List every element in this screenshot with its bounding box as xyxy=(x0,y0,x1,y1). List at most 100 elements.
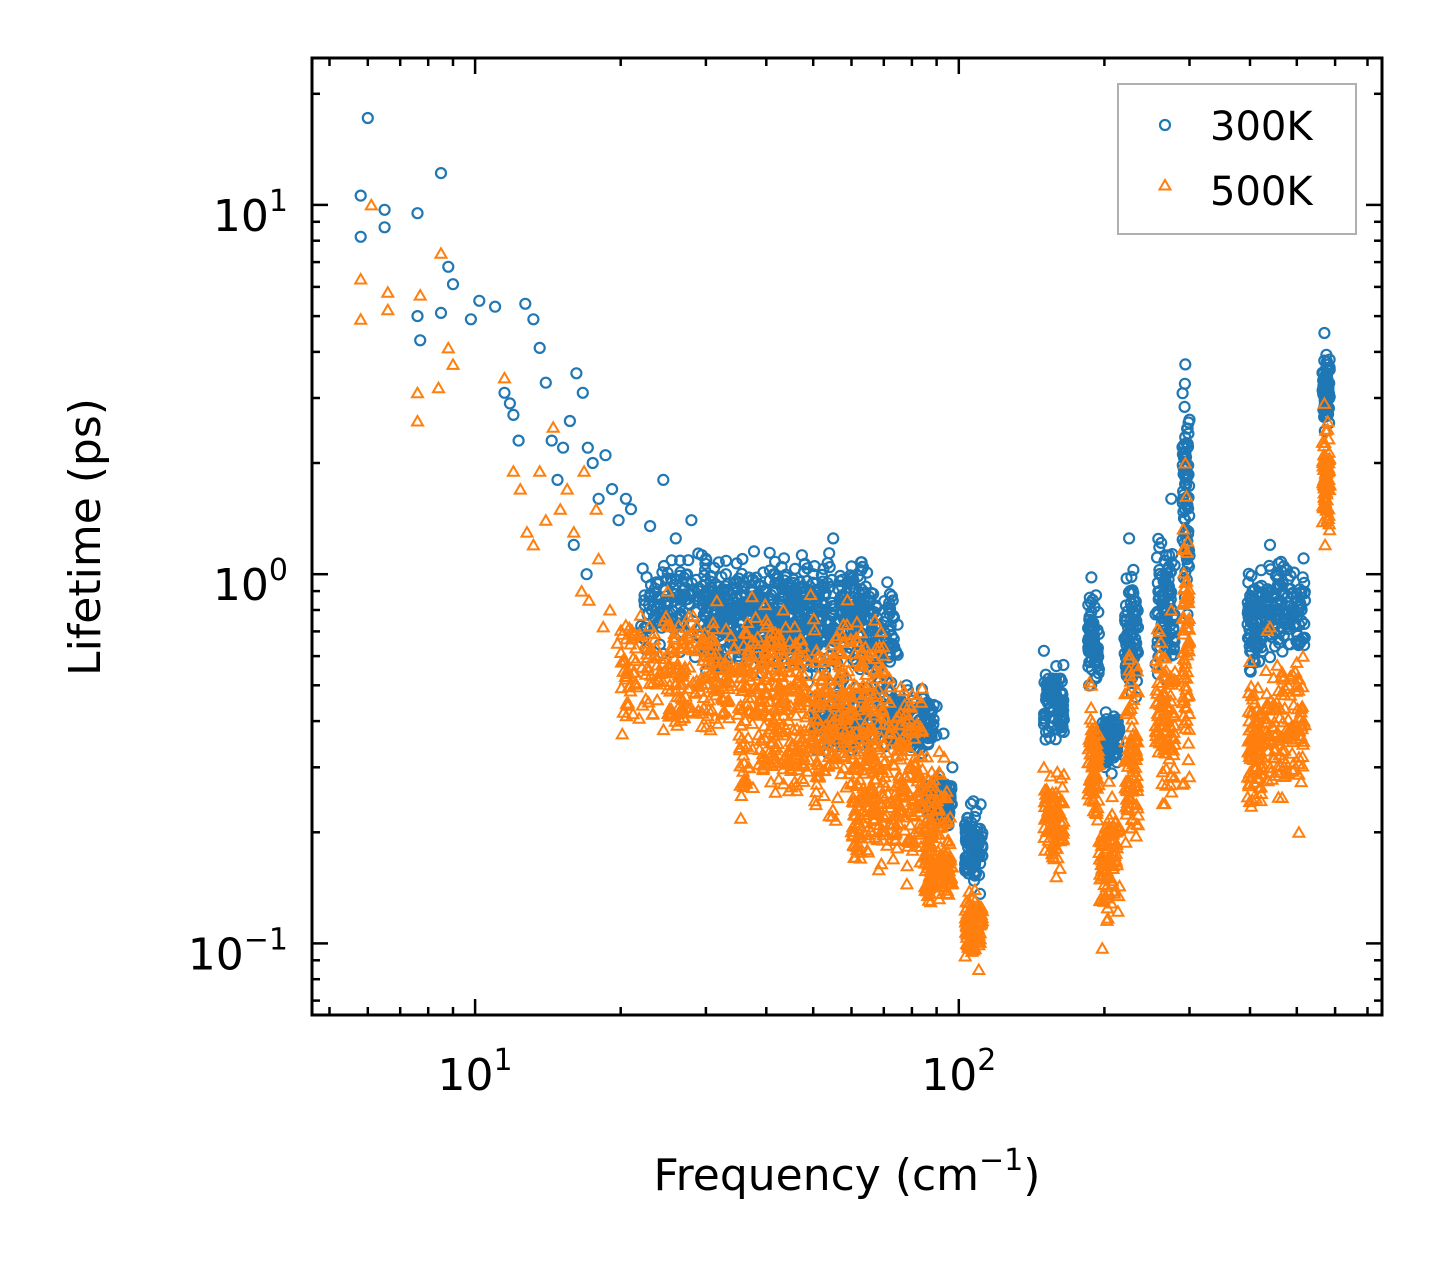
data-point xyxy=(895,788,911,801)
data-point xyxy=(967,849,980,862)
data-point xyxy=(792,601,805,614)
data-point xyxy=(1178,377,1192,390)
data-point xyxy=(645,706,661,720)
data-point xyxy=(874,704,890,718)
data-point xyxy=(1175,667,1190,680)
data-point xyxy=(883,726,899,739)
data-point xyxy=(640,640,655,653)
data-point xyxy=(802,741,817,754)
data-point xyxy=(411,207,424,220)
data-point xyxy=(758,685,773,698)
data-point xyxy=(1176,597,1191,610)
data-point xyxy=(827,713,842,726)
data-point xyxy=(847,715,863,729)
data-point xyxy=(863,781,879,794)
data-point xyxy=(680,568,694,581)
data-point xyxy=(497,370,512,384)
data-point xyxy=(576,464,592,477)
data-point xyxy=(1105,767,1118,780)
plot-frame xyxy=(310,56,1384,1017)
data-point xyxy=(752,707,767,720)
data-point xyxy=(807,568,820,581)
data-point xyxy=(1175,690,1191,703)
data-point xyxy=(1155,764,1170,778)
data-point xyxy=(699,552,713,566)
data-point xyxy=(914,681,930,694)
data-point xyxy=(538,513,554,526)
data-point xyxy=(1099,913,1115,926)
data-point xyxy=(1290,701,1305,715)
data-point xyxy=(768,625,783,639)
data-point xyxy=(834,716,849,729)
data-point xyxy=(1148,734,1164,747)
data-point xyxy=(740,646,756,659)
data-point xyxy=(871,742,886,755)
data-point xyxy=(651,673,666,687)
data-point xyxy=(808,797,824,811)
data-point xyxy=(875,827,891,841)
data-point xyxy=(1263,651,1277,664)
data-point xyxy=(1283,614,1297,627)
data-point xyxy=(1087,740,1102,753)
data-point xyxy=(723,628,739,642)
data-point xyxy=(726,641,742,655)
data-point xyxy=(635,698,650,711)
data-point xyxy=(740,642,756,656)
data-point xyxy=(770,736,786,749)
data-point xyxy=(894,776,910,790)
data-points xyxy=(353,111,1337,975)
data-point xyxy=(844,735,859,748)
data-point xyxy=(885,757,901,770)
data-point xyxy=(539,376,552,389)
data-point xyxy=(829,628,845,642)
data-point xyxy=(824,637,839,651)
data-point xyxy=(1125,626,1138,639)
data-point xyxy=(1043,731,1057,744)
data-point xyxy=(712,556,725,569)
data-point xyxy=(364,197,379,211)
data-point xyxy=(883,607,896,621)
data-point xyxy=(1165,492,1178,505)
data-point xyxy=(696,690,712,703)
data-point xyxy=(1054,816,1069,829)
data-point xyxy=(826,652,841,666)
data-point xyxy=(1276,670,1291,683)
data-point xyxy=(747,679,763,693)
data-point xyxy=(855,655,870,668)
data-point xyxy=(970,933,985,947)
data-point xyxy=(628,677,644,690)
data-point xyxy=(1164,720,1179,733)
data-point xyxy=(1250,713,1265,726)
data-point xyxy=(1275,621,1289,635)
data-point xyxy=(1044,790,1059,804)
data-point xyxy=(924,716,937,729)
data-point xyxy=(580,568,593,581)
data-point xyxy=(772,578,786,591)
data-point xyxy=(1152,661,1167,674)
data-point xyxy=(1037,830,1052,843)
data-point xyxy=(1290,671,1305,685)
data-point xyxy=(1245,569,1258,582)
data-point xyxy=(1083,591,1096,604)
data-point xyxy=(581,441,594,454)
data-point xyxy=(792,632,808,645)
data-point xyxy=(912,816,928,829)
data-point xyxy=(851,815,867,829)
y-axis-label: Lifetime (ps) xyxy=(60,398,111,676)
data-point xyxy=(1128,658,1144,672)
data-point xyxy=(826,756,842,770)
data-point xyxy=(1099,841,1114,854)
x-tick-label: 102 xyxy=(921,1043,996,1101)
data-point xyxy=(1092,667,1105,680)
data-point xyxy=(1254,786,1269,799)
data-point xyxy=(944,859,960,872)
data-point xyxy=(910,785,926,798)
data-point xyxy=(652,592,666,606)
data-point xyxy=(586,456,599,470)
data-point xyxy=(823,560,836,574)
data-point xyxy=(647,632,662,645)
data-point xyxy=(1259,724,1274,737)
data-point xyxy=(703,722,718,736)
data-point xyxy=(1315,498,1331,512)
